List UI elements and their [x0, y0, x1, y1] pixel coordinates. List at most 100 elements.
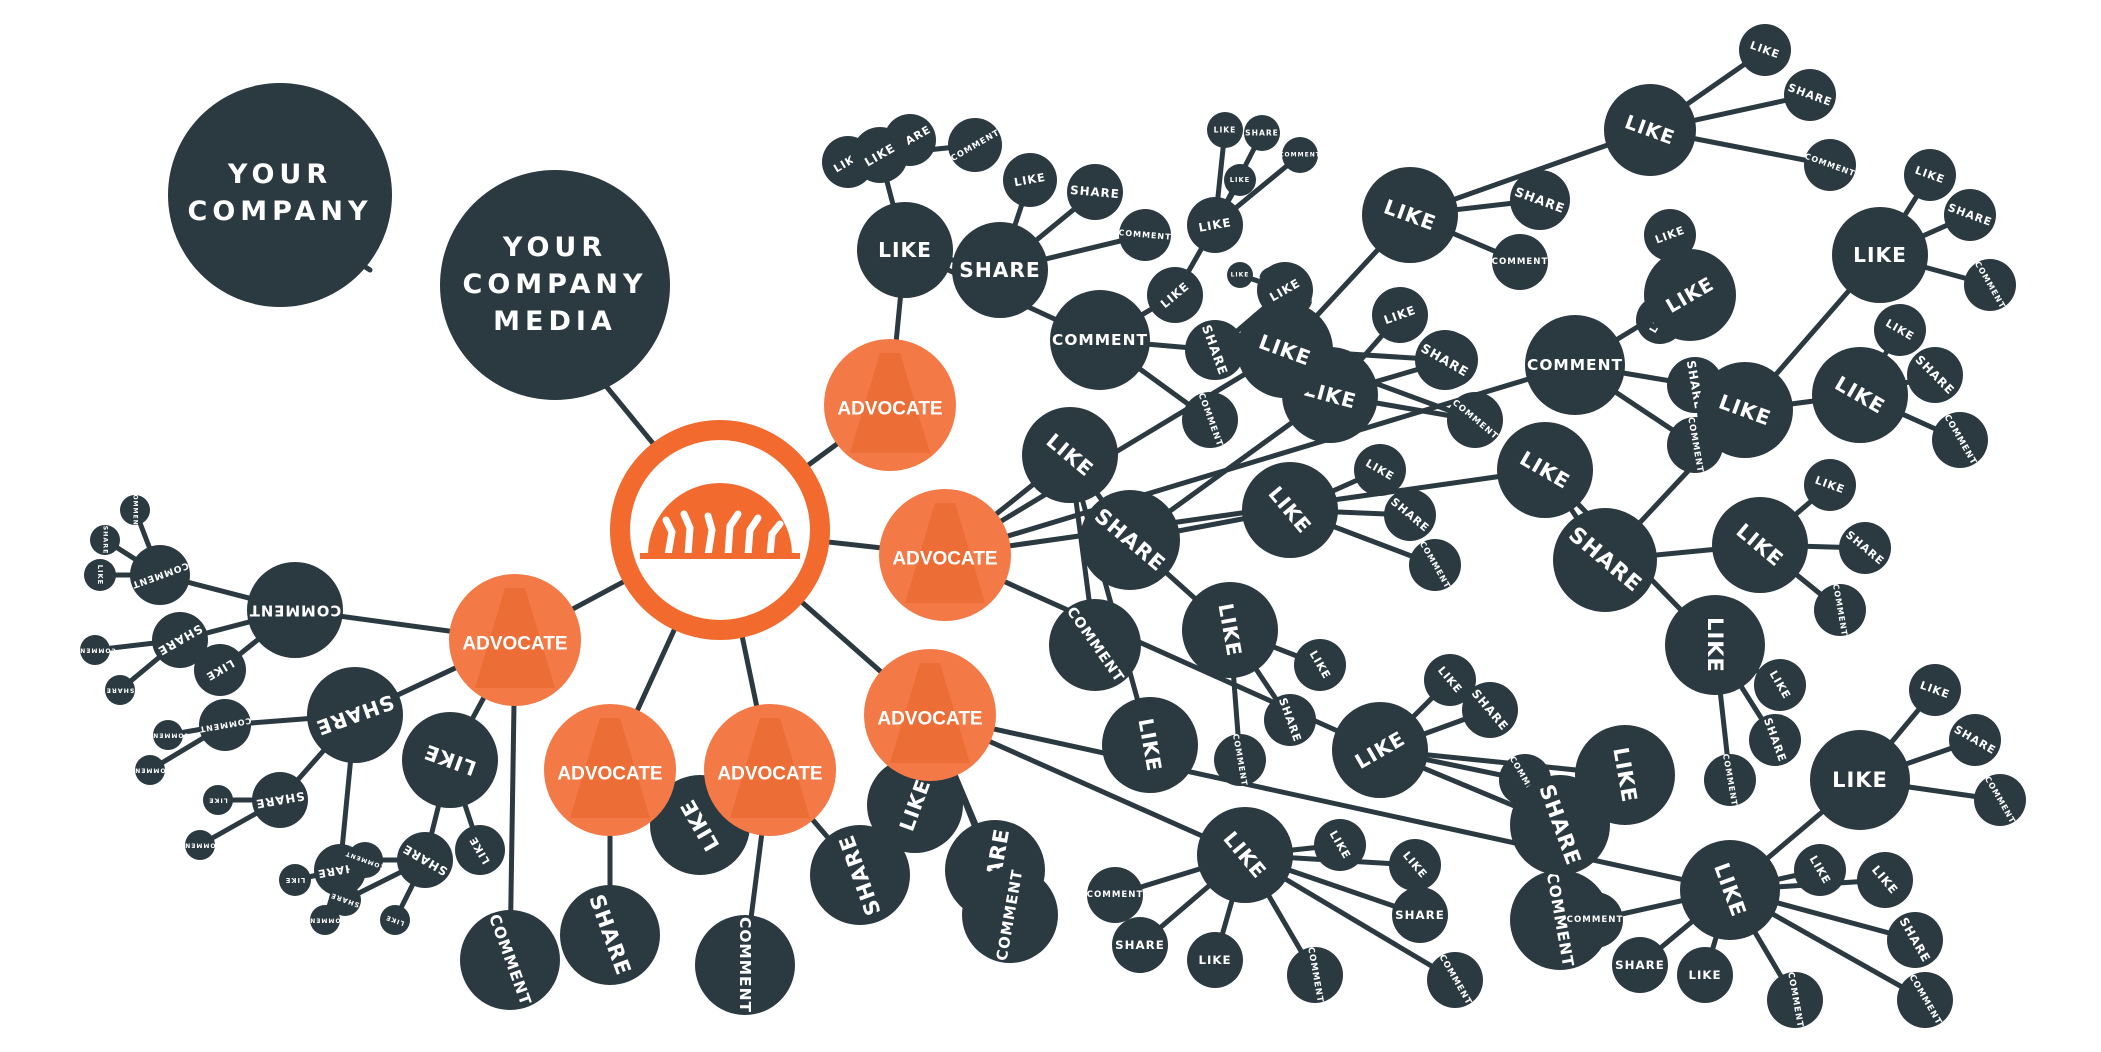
like-node: LIKE [1227, 262, 1253, 288]
comment-node: COMMENT [948, 118, 1002, 172]
like-node: LIKE [857, 202, 953, 298]
like-label: LIKE [285, 876, 306, 884]
advocate-node: ADVOCATE [449, 574, 581, 706]
like-node: LIKE [1832, 207, 1928, 303]
share-node: SHARE [1415, 330, 1475, 390]
comment-label: COMMENT [304, 917, 346, 924]
share-label: SHARE [1245, 129, 1279, 138]
share-node: SHARE [1112, 917, 1168, 973]
like-node: LIKE [1644, 209, 1696, 261]
like-node: LIKE [1182, 582, 1278, 678]
like-node: LIKE [1187, 197, 1243, 253]
comment-node: COMMENT [1964, 259, 2016, 311]
comment-node: COMMENT [1974, 774, 2026, 826]
like-node: LIKE [1187, 932, 1243, 988]
share-node: SHARE [90, 525, 120, 555]
comment-node: COMMENT [74, 635, 116, 665]
like-node: LIKE [279, 864, 311, 896]
share-node: SHARE [1462, 682, 1518, 738]
connection-line [927, 712, 1733, 893]
comment-label: COMMENT [132, 489, 139, 531]
like-node: LIKE [1712, 497, 1808, 593]
comment-node: COMMENT [1803, 139, 1857, 191]
like-node: LIKE [1665, 595, 1765, 695]
share-node: SHARE [1392, 887, 1448, 943]
like-node: LIKE [1294, 639, 1346, 691]
company-label-line2: COMPANY [188, 196, 373, 227]
like-node: LIKE [867, 757, 963, 853]
share-node: SHARE [1185, 320, 1245, 380]
like-node: LIKE [455, 825, 505, 875]
your-company-node: YOUR COMPANY [168, 83, 392, 307]
like-node: LIKE [1497, 422, 1593, 518]
like-label: LIKE [1230, 176, 1251, 184]
comment-node: COMMENT [1814, 583, 1866, 637]
like-node: LIKE [1332, 702, 1428, 798]
connection-line [1067, 452, 1153, 748]
comment-node: COMMENT [1492, 234, 1548, 290]
comment-node: COMMENT [1409, 539, 1461, 591]
comment-node: COMMENT [460, 910, 560, 1010]
like-label: LIKE [1832, 768, 1888, 792]
advocate-node: ADVOCATE [879, 489, 1011, 621]
like-node: LIKE [1857, 852, 1913, 908]
like-label: LIKE [1703, 617, 1727, 673]
advocate-badge-icon [890, 663, 970, 763]
advocate-label: ADVOCATE [877, 709, 982, 730]
share-node: SHARE [810, 825, 910, 925]
share-node: SHARE [1067, 164, 1123, 220]
share-node: SHARE [1949, 714, 2001, 766]
share-node: SHARE [1553, 508, 1657, 612]
comment-label: COMMENT [1527, 356, 1623, 374]
like-node: LIKE [1242, 462, 1338, 558]
share-node: SHARE [560, 885, 660, 985]
advocate-badge-icon [475, 588, 555, 688]
comment-node: COMMENT [130, 545, 190, 605]
comment-node: COMMENT [1287, 946, 1343, 1004]
like-node: LIKE [1003, 153, 1057, 207]
media-label-line2: COMPANY [463, 269, 648, 300]
like-node: LIKE [1197, 807, 1293, 903]
comment-node: COMMENT [1050, 290, 1150, 390]
advocate-label: ADVOCATE [717, 764, 822, 785]
share-node: SHARE [1907, 347, 1963, 403]
like-label: LIKE [878, 238, 932, 262]
share-node: SHARE [1244, 115, 1280, 151]
comment-node: COMMENT [1567, 892, 1623, 948]
comment-node: COMMENT [344, 842, 386, 878]
like-node: LIKE [1697, 362, 1793, 458]
comment-node: COMMENT [1427, 952, 1483, 1008]
like-node: LIKE [1022, 407, 1118, 503]
advocate-node: ADVOCATE [824, 339, 956, 471]
share-node: SHARE [105, 675, 135, 705]
like-label: LIKE [1198, 953, 1231, 967]
comment-node: COMMENT [1182, 392, 1238, 448]
advocate-badge-icon [570, 718, 650, 818]
like-label: LIKE [1853, 243, 1907, 267]
advocate-label: ADVOCATE [837, 399, 942, 420]
comment-label: COMMENT [74, 647, 116, 654]
comment-node: COMMENT [1214, 733, 1266, 787]
like-node: LIKE [1424, 654, 1476, 706]
like-node: LIKE [1604, 84, 1696, 176]
like-node: LIKE [1314, 819, 1366, 871]
like-node: LIKE [1804, 459, 1856, 511]
company-label-line1: YOUR [227, 159, 332, 190]
share-label: SHARE [102, 526, 109, 555]
advocate-node: ADVOCATE [864, 649, 996, 781]
share-node: SHARE [329, 884, 361, 916]
comment-node: COMMENT [1118, 209, 1172, 261]
comment-label: COMMENT [736, 917, 754, 1013]
advocate-badge-icon [850, 353, 930, 453]
like-label: LIKE [1688, 968, 1721, 982]
advocate-node: ADVOCATE [544, 704, 676, 836]
advocate-node: ADVOCATE [704, 704, 836, 836]
like-node: LIKE [1677, 947, 1733, 1003]
comment-label: COMMENT [147, 732, 189, 739]
comment-node: COMMENT [695, 915, 795, 1015]
share-node: SHARE [1384, 489, 1436, 541]
like-node: LIKE [84, 559, 116, 591]
comment-node: COMMENT [1279, 137, 1320, 173]
